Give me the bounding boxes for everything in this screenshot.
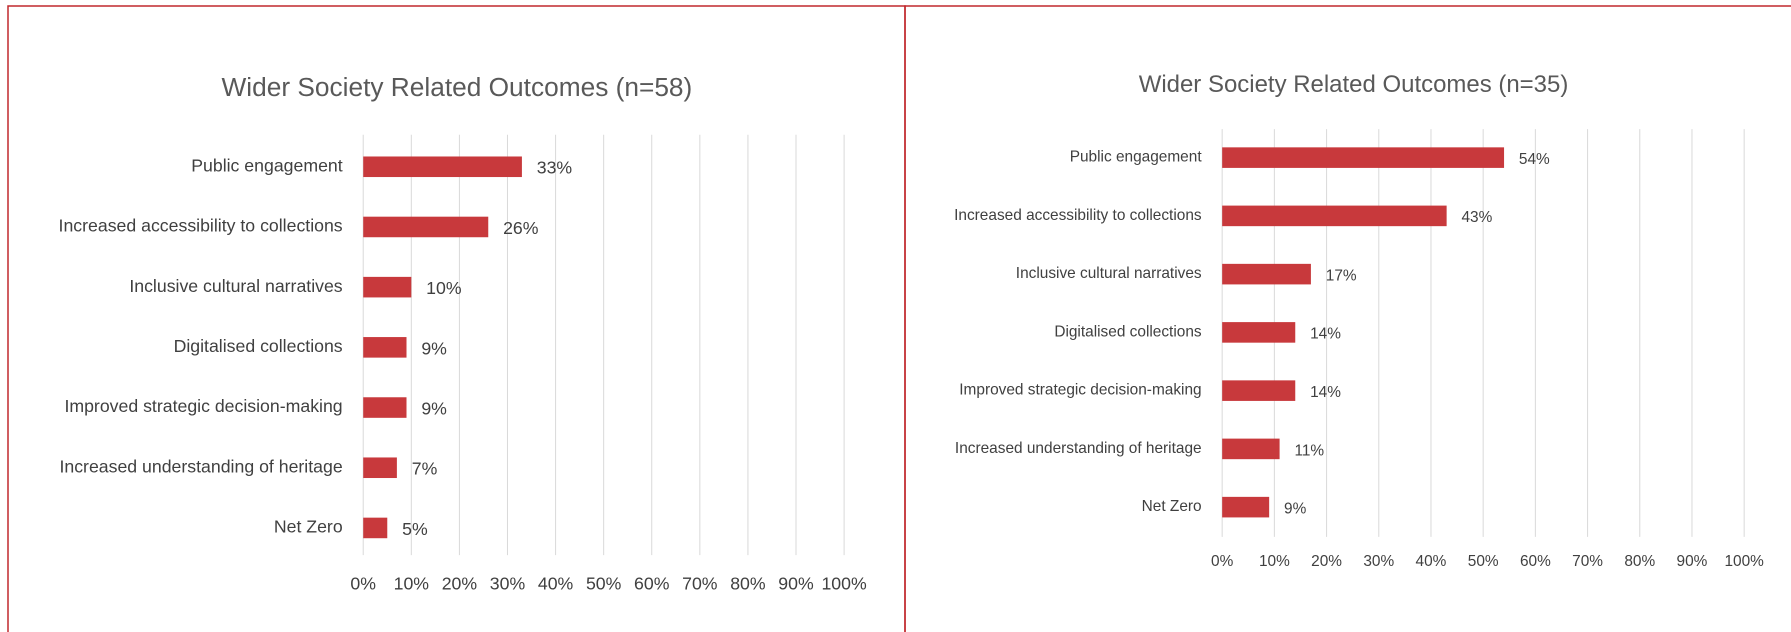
x-tick-label: 50% xyxy=(1468,553,1499,570)
y-tick-label: Public engagement xyxy=(191,155,343,175)
x-tick-label: 80% xyxy=(1624,553,1655,570)
data-label: 54% xyxy=(1519,151,1550,168)
y-tick-label: Improved strategic decision-making xyxy=(959,382,1201,399)
y-tick-label: Increased accessibility to collections xyxy=(59,216,343,236)
x-tick-label: 90% xyxy=(1677,553,1708,570)
chart-title: Wider Society Related Outcomes (n=58) xyxy=(221,72,692,102)
x-tick-label: 20% xyxy=(1311,553,1342,570)
data-label: 26% xyxy=(503,218,539,238)
bar xyxy=(1222,438,1280,460)
x-tick-label: 40% xyxy=(538,573,574,593)
bar xyxy=(1222,322,1296,343)
data-label: 11% xyxy=(1294,442,1324,459)
x-tick-label: 0% xyxy=(350,573,376,593)
y-tick-label: Increased understanding of heritage xyxy=(59,456,342,476)
x-tick-label: 20% xyxy=(442,573,478,593)
y-tick-label: Increased accessibility to collections xyxy=(954,207,1202,224)
bar xyxy=(363,337,407,358)
bar xyxy=(1222,147,1505,168)
data-label: 9% xyxy=(421,399,447,419)
bar xyxy=(363,517,388,539)
bar xyxy=(363,457,397,479)
y-tick-label: Improved strategic decision-making xyxy=(64,396,342,416)
bar xyxy=(1222,380,1296,401)
y-tick-label: Net Zero xyxy=(1142,498,1202,515)
y-tick-label: Increased understanding of heritage xyxy=(955,440,1202,457)
x-tick-label: 90% xyxy=(778,573,814,593)
data-label: 43% xyxy=(1461,209,1492,226)
x-tick-label: 30% xyxy=(490,573,526,593)
x-tick-label: 100% xyxy=(1724,553,1764,570)
bar xyxy=(1222,496,1270,518)
data-label: 17% xyxy=(1326,267,1357,284)
bar xyxy=(363,156,522,178)
data-label: 9% xyxy=(421,338,447,358)
bar xyxy=(363,397,407,418)
y-tick-label: Digitalised collections xyxy=(1054,323,1202,340)
y-tick-label: Net Zero xyxy=(274,517,343,537)
x-tick-label: 60% xyxy=(1520,553,1551,570)
y-tick-label: Digitalised collections xyxy=(174,336,343,356)
x-tick-label: 40% xyxy=(1416,553,1447,570)
data-label: 33% xyxy=(537,158,573,178)
x-tick-label: 10% xyxy=(1259,553,1290,570)
x-tick-label: 80% xyxy=(730,573,766,593)
data-label: 14% xyxy=(1310,384,1341,401)
bar xyxy=(363,216,489,238)
y-tick-label: Inclusive cultural narratives xyxy=(1016,265,1202,282)
x-tick-label: 30% xyxy=(1363,553,1394,570)
x-tick-label: 70% xyxy=(682,573,718,593)
x-tick-label: 10% xyxy=(394,573,430,593)
y-tick-label: Inclusive cultural narratives xyxy=(129,276,342,296)
data-label: 5% xyxy=(402,519,428,539)
data-label: 9% xyxy=(1284,501,1307,518)
bar xyxy=(1222,205,1447,227)
bar xyxy=(363,276,412,298)
chart-title: Wider Society Related Outcomes (n=35) xyxy=(1139,71,1569,98)
x-tick-label: 100% xyxy=(821,573,867,593)
data-label: 7% xyxy=(412,459,438,479)
y-tick-label: Public engagement xyxy=(1070,149,1203,166)
x-tick-label: 70% xyxy=(1572,553,1603,570)
x-tick-label: 60% xyxy=(634,573,670,593)
data-label: 10% xyxy=(426,278,462,298)
data-label: 14% xyxy=(1310,326,1341,343)
right-panel-border xyxy=(904,5,1791,632)
x-tick-label: 50% xyxy=(586,573,622,593)
x-tick-label: 0% xyxy=(1211,553,1234,570)
bar xyxy=(1222,263,1311,285)
